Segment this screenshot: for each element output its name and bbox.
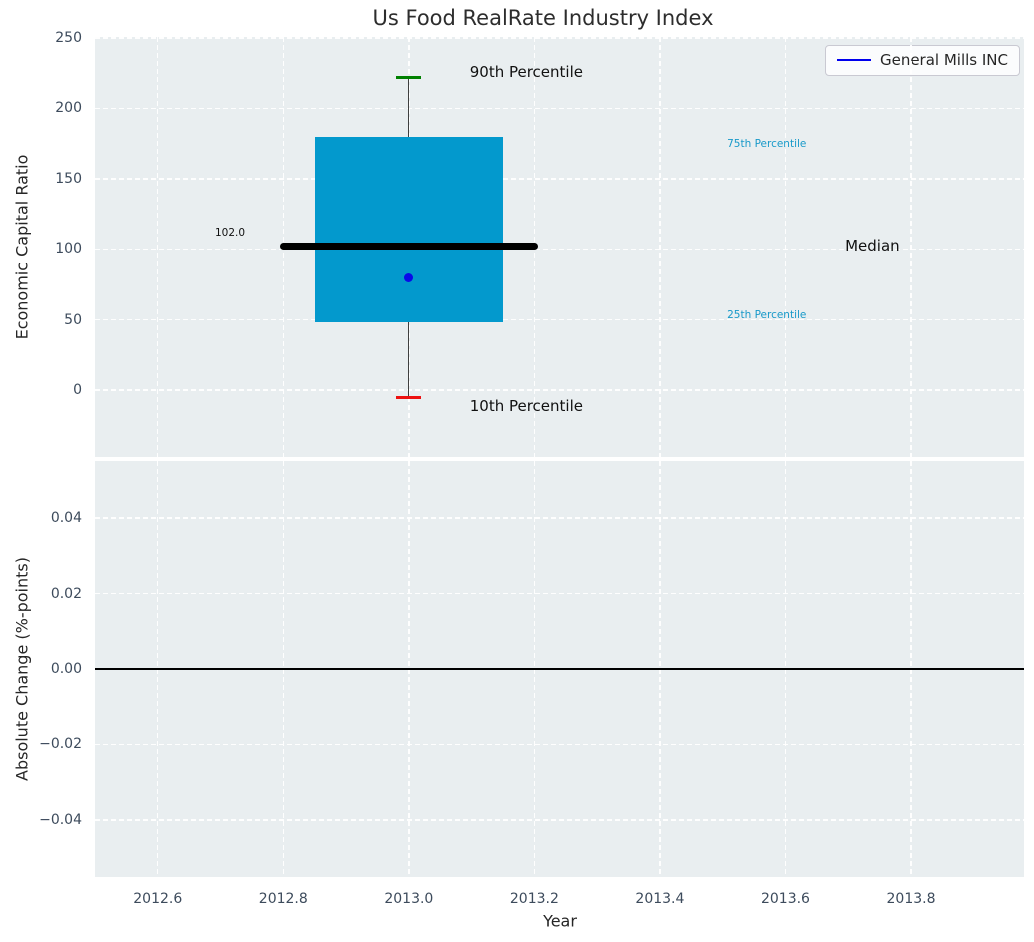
gridline-y-100 [95, 248, 1024, 250]
annotation-102.0: 102.0 [214, 227, 246, 240]
legend-label: General Mills INC [879, 51, 1008, 69]
top-ytick-label-150: 150 [55, 170, 82, 187]
annotation-90th-percentile: 90th Percentile [469, 62, 583, 81]
gridline-y-0 [95, 389, 1024, 391]
annotation-10th-percentile: 10th Percentile [469, 397, 583, 416]
p90-cap [396, 75, 422, 79]
gridline-y-50 [95, 318, 1024, 321]
xtick-label-2013.4: 2013.4 [635, 891, 685, 907]
bottom-ytick-label-0.02: 0.02 [50, 585, 82, 602]
bottom-ytick-label--0.02: −0.02 [39, 736, 82, 753]
median-line [280, 242, 538, 250]
x-axis-label: Year [543, 911, 577, 931]
gridline-y-0.02 [95, 592, 1024, 595]
xtick-label-2013.2: 2013.2 [509, 891, 559, 907]
bottom-ytick-label--0.04: −0.04 [39, 811, 82, 828]
gridline-y-0.04 [95, 517, 1024, 519]
top-ytick-label-50: 50 [64, 311, 82, 328]
zero-change-line [95, 668, 1024, 670]
legend: General Mills INC [824, 45, 1020, 76]
gridline-y-150 [95, 178, 1024, 180]
gridline-x-2013.4 [659, 37, 661, 457]
top-ytick-label-100: 100 [55, 241, 82, 258]
annotation-25th-percentile: 25th Percentile [727, 309, 807, 322]
top-ytick-label-0: 0 [73, 382, 82, 399]
gridline-x-2013.6 [784, 37, 787, 457]
iqr-box [314, 136, 503, 323]
xtick-label-2013: 2013.0 [384, 891, 434, 907]
p10-cap [396, 395, 422, 399]
bottom-axes [95, 461, 1024, 877]
legend-line-sample [836, 58, 871, 62]
gridline-y-250 [95, 37, 1024, 39]
top-ytick-label-250: 250 [55, 29, 82, 46]
company-data-point [404, 272, 414, 282]
gridline-y--0.04 [95, 819, 1024, 821]
xtick-label-2012.8: 2012.8 [258, 891, 308, 907]
top-ytick-label-200: 200 [55, 100, 82, 117]
xtick-label-2012.6: 2012.6 [133, 891, 183, 907]
gridline-y-200 [95, 107, 1024, 110]
gridline-x-2012.6 [157, 37, 159, 457]
bottom-ytick-label-0.04: 0.04 [50, 510, 82, 526]
chart-title: Us Food RealRate Industry Index [372, 6, 714, 30]
annotation-75th-percentile: 75th Percentile [727, 137, 807, 150]
xtick-label-2013.8: 2013.8 [886, 891, 936, 907]
bottom-ytick-label-0: 0.00 [50, 661, 82, 677]
top-axes: General Mills INC 90th Percentile 10th Pe… [95, 37, 1024, 457]
annotation-median: Median [845, 237, 900, 256]
gridline-x-2013.8 [910, 37, 912, 457]
xtick-label-2013.6: 2013.6 [760, 891, 810, 907]
gridline-y--0.02 [95, 743, 1024, 746]
